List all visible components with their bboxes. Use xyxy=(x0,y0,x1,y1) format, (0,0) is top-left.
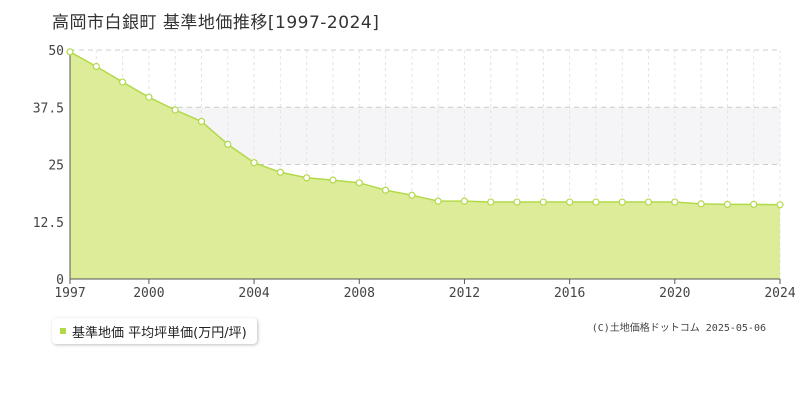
y-tick-label: 12.5 xyxy=(33,216,64,231)
data-point xyxy=(750,200,758,208)
legend-label: 基準地価 平均坪単価(万円/坪) xyxy=(72,325,247,341)
data-point xyxy=(118,78,127,86)
series-area xyxy=(70,51,780,279)
data-point xyxy=(408,191,416,199)
data-point xyxy=(197,117,206,126)
data-point xyxy=(671,198,679,206)
x-tick-label: 2008 xyxy=(344,286,375,301)
y-tick-label: 50 xyxy=(48,44,64,59)
data-point xyxy=(329,176,337,184)
data-point xyxy=(723,200,732,208)
data-point xyxy=(460,197,469,205)
data-point xyxy=(171,106,179,114)
legend-swatch xyxy=(60,328,66,334)
copyright-text: (C)土地価格ドットコム 2025-05-06 xyxy=(591,323,766,334)
data-point xyxy=(224,140,232,148)
x-tick-label: 2004 xyxy=(238,286,269,301)
data-point xyxy=(92,62,100,71)
data-point xyxy=(487,198,495,206)
x-tick-label: 2020 xyxy=(659,286,690,301)
x-tick-label: 2024 xyxy=(764,286,795,301)
data-point xyxy=(145,93,153,101)
data-point xyxy=(776,201,784,209)
data-point xyxy=(250,159,258,167)
data-point xyxy=(513,198,521,206)
data-point xyxy=(566,198,574,206)
data-point xyxy=(66,48,74,56)
series-line xyxy=(69,51,781,206)
data-point xyxy=(644,198,653,206)
data-point xyxy=(303,174,311,182)
data-point xyxy=(434,197,442,205)
data-point xyxy=(381,186,390,194)
legend: 基準地価 平均坪単価(万円/坪) xyxy=(52,318,257,344)
data-point xyxy=(355,179,363,187)
data-point xyxy=(276,168,284,176)
y-tick-label: 25 xyxy=(48,159,64,174)
y-tick-label: 37.5 xyxy=(33,101,64,116)
x-tick-label: 2016 xyxy=(554,286,585,301)
page-title: 高岡市白銀町 基準地価推移[1997-2024] xyxy=(52,13,380,33)
data-point xyxy=(539,198,547,206)
y-tick-label: 0 xyxy=(56,273,64,288)
x-tick-label: 1997 xyxy=(54,286,85,301)
data-point xyxy=(697,200,705,208)
x-tick-label: 2000 xyxy=(133,286,164,301)
x-tick-label: 2012 xyxy=(449,286,480,301)
data-point xyxy=(618,198,626,206)
data-point xyxy=(592,198,600,206)
